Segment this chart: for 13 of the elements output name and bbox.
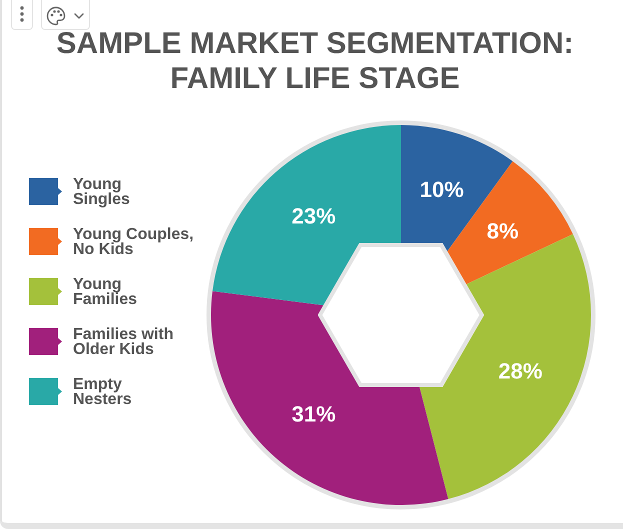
- data-label: 23%: [292, 203, 336, 228]
- data-label: 10%: [420, 176, 464, 202]
- legend-label: Empty Nesters: [73, 376, 133, 408]
- legend-label: Young Singles: [73, 176, 131, 208]
- donut-slice: [211, 291, 448, 505]
- data-label: 28%: [498, 358, 542, 384]
- chart-title: SAMPLE MARKET SEGMENTATION: FAMILY LIFE STAGE: [55, 26, 575, 96]
- legend-label: Young Families: [73, 276, 138, 308]
- data-label: 31%: [292, 402, 336, 427]
- legend-label: Families with Older Kids: [73, 326, 174, 358]
- data-label: 8%: [486, 218, 519, 244]
- legend-label: Young Couples, No Kids: [73, 226, 195, 258]
- donut-slice: [212, 125, 401, 306]
